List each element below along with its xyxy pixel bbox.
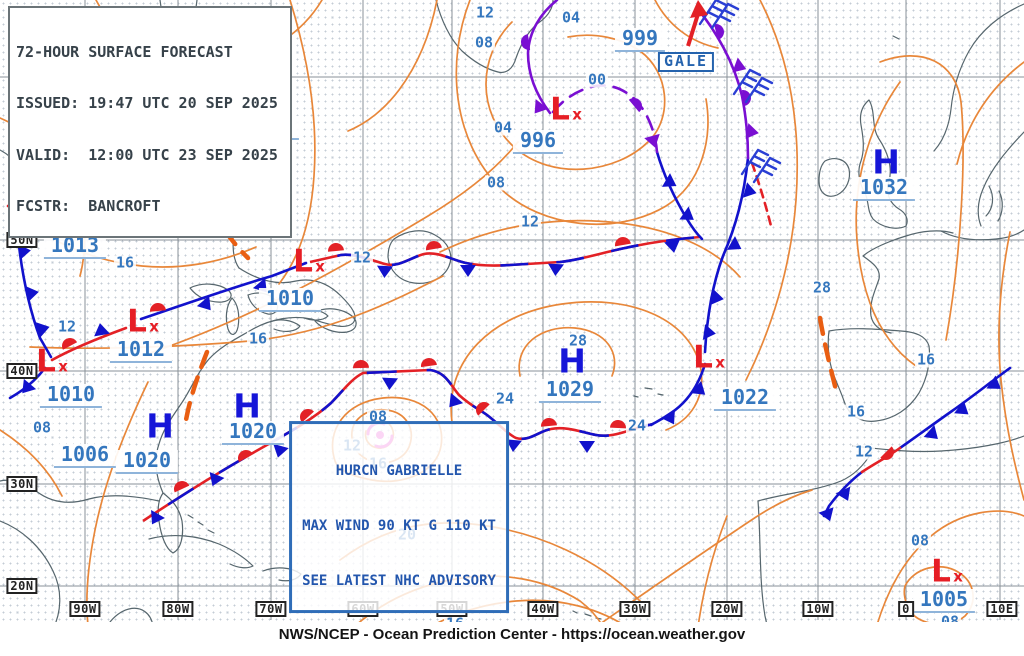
hurricane-wind: MAX WIND 90 KT G 110 KT — [302, 518, 496, 534]
isobar-label: 24 — [493, 389, 517, 408]
high-symbol: H — [872, 142, 900, 182]
isobar-label: 08 — [472, 33, 496, 52]
high-symbol: H — [146, 406, 174, 446]
isobar-label: 00 — [585, 70, 609, 89]
pressure-value: 1012 — [109, 339, 173, 363]
longitude-label: 10E — [986, 601, 1018, 617]
isobar-label: 28 — [810, 278, 834, 297]
isobar-label: 16 — [914, 350, 938, 369]
isobar-label: 08 — [366, 407, 390, 426]
isobar-label: 16 — [246, 329, 270, 348]
pressure-value: 996 — [512, 130, 564, 154]
pressure-value: 1029 — [538, 379, 602, 403]
isobar-label: 08 — [30, 418, 54, 437]
longitude-label: 80W — [162, 601, 194, 617]
latitude-label: 20N — [6, 578, 38, 594]
isobar-label: 28 — [566, 331, 590, 350]
isobar-label: 12 — [350, 248, 374, 267]
longitude-label: 0 — [898, 601, 914, 617]
pressure-value: 1022 — [713, 387, 777, 411]
forecaster-name: FCSTR: BANCROFT — [16, 197, 161, 216]
longitude-label: 20W — [711, 601, 743, 617]
low-letter: L — [293, 243, 313, 280]
longitude-label: 90W — [69, 601, 101, 617]
low-letter: L — [693, 339, 713, 376]
low-letter: L — [36, 343, 56, 380]
isobar-label: 12 — [852, 442, 876, 461]
gale-warning-badge: GALE — [657, 52, 715, 72]
low-center-mark: x — [572, 105, 582, 124]
isobar-label: 12 — [55, 317, 79, 336]
isobar-label: 24 — [625, 416, 649, 435]
forecast-title: 72-HOUR SURFACE FORECAST — [16, 43, 233, 62]
pressure-value: 1020 — [115, 450, 179, 474]
pressure-value: 1010 — [258, 288, 322, 312]
low-letter: L — [127, 303, 147, 340]
longitude-label: 70W — [255, 601, 287, 617]
hurricane-name: HURCN GABRIELLE — [335, 463, 463, 480]
longitude-label: 30W — [619, 601, 651, 617]
high-symbol: H — [233, 386, 261, 426]
latitude-label: 40N — [6, 363, 38, 379]
pressure-value: 999 — [614, 28, 666, 52]
footer-credit: NWS/NCEP - Ocean Prediction Center - htt… — [0, 622, 1024, 656]
pressure-value: 1006 — [53, 444, 117, 468]
longitude-label: 10W — [802, 601, 834, 617]
longitude-label: 40W — [527, 601, 559, 617]
isobar-label: 12 — [473, 3, 497, 22]
isobar-label: 08 — [484, 173, 508, 192]
low-center-mark: x — [953, 567, 963, 586]
high-symbol: H — [558, 341, 586, 381]
pressure-value: 1020 — [221, 421, 285, 445]
isobar-label: 16 — [844, 402, 868, 421]
hurricane-advisory-note: SEE LATEST NHC ADVISORY — [302, 572, 496, 589]
pressure-value: 1032 — [852, 177, 916, 201]
low-center-mark: x — [315, 257, 325, 276]
pressure-value: 1005 — [912, 589, 976, 613]
low-center-mark: x — [715, 353, 725, 372]
isobar-label: 16 — [113, 253, 137, 272]
stationary-front-line — [142, 235, 701, 523]
low-letter: L — [550, 91, 570, 128]
low-letter: L — [931, 553, 951, 590]
isobar-label: 12 — [518, 212, 542, 231]
latitude-label: 30N — [6, 476, 38, 492]
isobar-label: 04 — [491, 118, 515, 137]
pressure-value: 1010 — [39, 384, 103, 408]
hurricane-advisory-box: HURCN GABRIELLE MAX WIND 90 KT G 110 KT … — [289, 421, 509, 613]
low-center-mark: x — [149, 317, 159, 336]
low-center-mark: x — [58, 357, 68, 376]
issued-time: ISSUED: 19:47 UTC 20 SEP 2025 — [16, 94, 278, 113]
pressure-value: 1013 — [43, 235, 107, 259]
isobar-label: 04 — [559, 8, 583, 27]
wind-barb-icon — [698, 0, 782, 184]
forecast-header-box: 72-HOUR SURFACE FORECAST ISSUED: 19:47 U… — [8, 6, 292, 239]
valid-time: VALID: 12:00 UTC 23 SEP 2025 — [16, 145, 278, 164]
isobar-label: 08 — [908, 531, 932, 550]
motion-arrow-icon — [686, 0, 708, 47]
